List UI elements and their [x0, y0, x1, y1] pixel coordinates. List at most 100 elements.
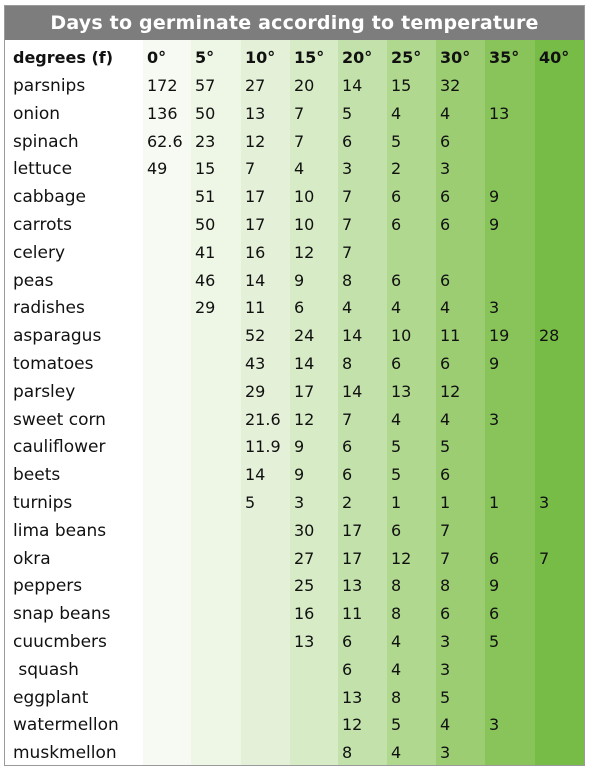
table-cell: 11 [342, 604, 363, 624]
table-cell: 4 [391, 632, 402, 651]
table-cell: 10 [294, 215, 315, 234]
table-cell: 25 [294, 576, 315, 596]
table-cell: 4 [391, 103, 402, 123]
table-cell: 3 [539, 493, 550, 512]
table-cell: 9 [294, 465, 305, 485]
table-cell: 6 [342, 632, 353, 651]
table-cell: 6 [440, 131, 451, 151]
table-cell: 136 [147, 103, 178, 123]
table-cell: 8 [440, 576, 451, 596]
table-cell: 9 [294, 437, 305, 457]
table-cell: 5 [391, 465, 402, 485]
table-cell: 46 [195, 270, 216, 290]
row-label: watermellon [13, 715, 119, 736]
table-cell: 16 [245, 242, 266, 262]
column-band-3 [290, 40, 338, 765]
table-cell: 9 [489, 187, 500, 207]
table-cell: 20 [294, 76, 315, 95]
row-label: snap beans [13, 604, 111, 625]
table-cell: 6 [440, 187, 451, 207]
table-cell: 12 [440, 381, 461, 401]
table-cell: 6 [440, 465, 451, 485]
table-cell: 12 [342, 715, 363, 735]
table-cell: 24 [294, 326, 315, 346]
table-cell: 9 [489, 354, 500, 373]
table-title: Days to germinate according to temperatu… [5, 6, 584, 40]
table-cell: 14 [294, 354, 315, 373]
table-cell: 7 [342, 215, 353, 234]
table-cell: 7 [294, 103, 305, 123]
table-cell: 17 [294, 381, 315, 401]
column-band-1 [191, 40, 241, 765]
table-cell: 5 [245, 493, 256, 512]
table-cell: 5 [391, 715, 402, 735]
table-cell: 6 [440, 604, 451, 624]
table-cell: 30 [294, 520, 315, 540]
table-cell: 11 [245, 298, 266, 318]
table-cell: 9 [489, 576, 500, 596]
table-cell: 7 [342, 242, 353, 262]
table-cell: 28 [539, 326, 560, 346]
column-band-6 [436, 40, 485, 765]
row-label: beets [13, 465, 61, 486]
table-cell: 3 [440, 159, 451, 179]
table-cell: 10 [391, 326, 412, 346]
table-cell: 32 [440, 76, 461, 95]
column-band-7 [485, 40, 535, 765]
table-cell: 1 [440, 493, 451, 512]
table-cell: 172 [147, 76, 178, 95]
table-cell: 8 [391, 604, 402, 624]
table-cell: 3 [440, 659, 451, 679]
table-cell: 27 [245, 76, 266, 95]
table-cell: 29 [245, 381, 266, 401]
row-header-label: degrees (f) [13, 48, 114, 67]
table-cell: 17 [342, 548, 363, 568]
table-cell: 6 [391, 187, 402, 207]
column-header: 20° [342, 48, 373, 67]
table-cell: 52 [245, 326, 266, 346]
row-label: celery [13, 242, 66, 263]
table-cell: 21.6 [245, 409, 281, 429]
table-cell: 12 [245, 131, 266, 151]
table-cell: 15 [195, 159, 216, 179]
table-cell: 7 [342, 409, 353, 429]
table-cell: 13 [294, 632, 315, 651]
table-cell: 62.6 [147, 131, 183, 151]
table-cell: 4 [440, 409, 451, 429]
column-band-8 [535, 40, 584, 765]
row-label: radishes [13, 298, 85, 319]
row-label: peppers [13, 576, 83, 597]
table-cell: 15 [391, 76, 412, 95]
table-cell: 17 [342, 520, 363, 540]
table-cell: 4 [391, 743, 402, 763]
column-header: 30° [440, 48, 471, 67]
table-cell: 6 [342, 437, 353, 457]
table-cell: 57 [195, 76, 216, 95]
table-cell: 14 [342, 381, 363, 401]
column-band-2 [241, 40, 290, 765]
table-cell: 7 [245, 159, 256, 179]
table-cell: 4 [440, 298, 451, 318]
table-cell: 1 [489, 493, 500, 512]
row-label: onion [13, 103, 61, 124]
table-cell: 7 [539, 548, 550, 568]
column-header: 5° [195, 48, 215, 67]
table-cell: 11.9 [245, 437, 281, 457]
table-cell: 4 [342, 298, 353, 318]
table-cell: 3 [489, 409, 500, 429]
table-cell: 8 [342, 743, 353, 763]
table-cell: 10 [294, 187, 315, 207]
table-cell: 3 [489, 298, 500, 318]
table-cell: 27 [294, 548, 315, 568]
table-cell: 6 [440, 354, 451, 373]
table-cell: 4 [440, 715, 451, 735]
table-cell: 6 [342, 131, 353, 151]
table-cell: 4 [391, 659, 402, 679]
row-label: carrots [13, 215, 72, 235]
table-cell: 29 [195, 298, 216, 318]
table-cell: 6 [391, 215, 402, 234]
column-header: 10° [245, 48, 276, 67]
table-cell: 43 [245, 354, 266, 373]
table-cell: 51 [195, 187, 216, 207]
row-label: lima beans [13, 520, 107, 541]
